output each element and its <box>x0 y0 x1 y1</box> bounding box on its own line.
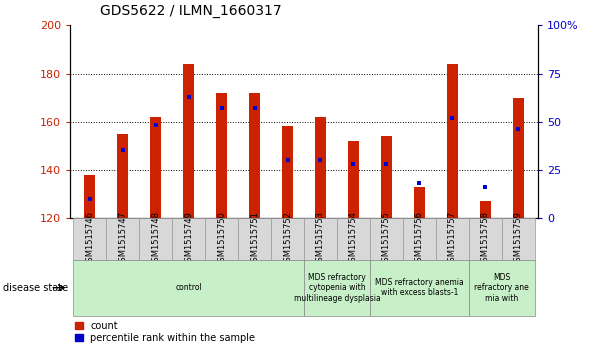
Bar <box>205 218 238 260</box>
Text: GSM1515748: GSM1515748 <box>151 211 160 267</box>
Text: GSM1515752: GSM1515752 <box>283 211 292 266</box>
Bar <box>413 187 425 218</box>
Bar <box>73 260 304 316</box>
Text: control: control <box>175 283 202 292</box>
Bar <box>348 141 359 218</box>
Bar <box>513 98 524 218</box>
Bar <box>370 218 403 260</box>
Bar <box>238 218 271 260</box>
Text: GSM1515753: GSM1515753 <box>316 211 325 267</box>
Bar <box>106 218 139 260</box>
Bar <box>469 218 502 260</box>
Bar <box>403 218 436 260</box>
Text: GSM1515756: GSM1515756 <box>415 211 424 267</box>
Bar <box>172 218 205 260</box>
Bar <box>304 260 370 316</box>
Text: MDS
refractory ane
mia with: MDS refractory ane mia with <box>474 273 529 303</box>
Bar <box>183 64 195 218</box>
Bar <box>502 218 535 260</box>
Bar <box>381 136 392 218</box>
Text: GSM1515759: GSM1515759 <box>514 211 523 266</box>
Bar <box>249 93 260 218</box>
Text: GSM1515755: GSM1515755 <box>382 211 391 266</box>
Bar <box>447 64 458 218</box>
Bar <box>436 218 469 260</box>
Text: GSM1515757: GSM1515757 <box>448 211 457 267</box>
Text: GSM1515746: GSM1515746 <box>85 211 94 267</box>
Bar <box>139 218 172 260</box>
Text: GDS5622 / ILMN_1660317: GDS5622 / ILMN_1660317 <box>100 4 282 18</box>
Text: GSM1515754: GSM1515754 <box>349 211 358 266</box>
Text: GSM1515747: GSM1515747 <box>118 211 127 267</box>
Bar <box>469 260 535 316</box>
Bar <box>315 117 326 218</box>
Bar <box>370 260 469 316</box>
Bar <box>337 218 370 260</box>
Text: MDS refractory anemia
with excess blasts-1: MDS refractory anemia with excess blasts… <box>375 278 464 297</box>
Bar <box>117 134 128 218</box>
Bar <box>282 126 293 218</box>
Text: GSM1515749: GSM1515749 <box>184 211 193 266</box>
Text: disease state: disease state <box>3 283 68 293</box>
Text: MDS refractory
cytopenia with
multilineage dysplasia: MDS refractory cytopenia with multilinea… <box>294 273 381 303</box>
Bar <box>216 93 227 218</box>
Bar <box>271 218 304 260</box>
Bar <box>480 201 491 218</box>
Bar <box>304 218 337 260</box>
Bar <box>73 218 106 260</box>
Text: GSM1515751: GSM1515751 <box>250 211 259 266</box>
Text: GSM1515758: GSM1515758 <box>481 211 490 267</box>
Bar <box>150 117 161 218</box>
Legend: count, percentile rank within the sample: count, percentile rank within the sample <box>75 321 255 343</box>
Text: GSM1515750: GSM1515750 <box>217 211 226 266</box>
Bar <box>84 175 95 218</box>
